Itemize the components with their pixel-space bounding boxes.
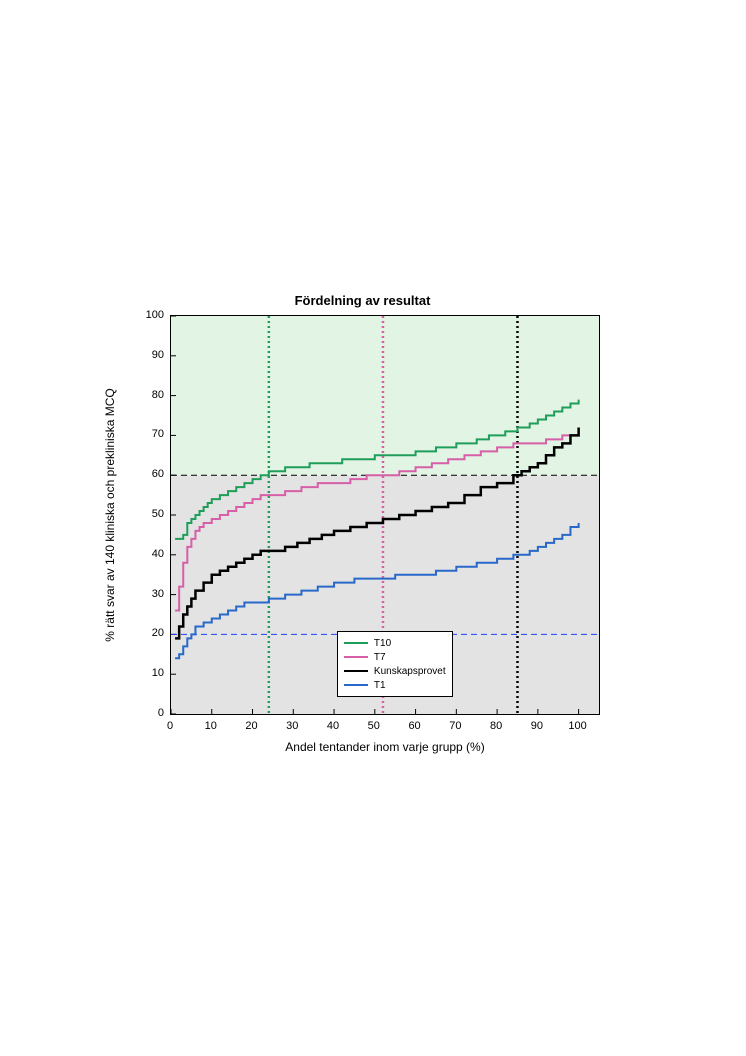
- x-tick-label: 90: [531, 720, 543, 732]
- chart-title: Fördelning av resultat: [115, 293, 610, 308]
- legend-item: T7: [344, 650, 446, 664]
- x-axis-label: Andel tentander inom varje grupp (%): [170, 740, 600, 754]
- legend-box: T10 T7 Kunskapsprovet T1: [337, 631, 453, 697]
- x-tick-label: 0: [167, 720, 173, 732]
- legend-item: T10: [344, 636, 446, 650]
- x-tick-label: 30: [286, 720, 298, 732]
- y-axis-label: % rätt svar av 140 kliniska och preklini…: [103, 388, 117, 641]
- x-tick-label: 50: [368, 720, 380, 732]
- legend-swatch: [344, 656, 368, 658]
- y-tick-label: 100: [134, 309, 164, 321]
- legend-label: Kunskapsprovet: [374, 666, 446, 677]
- legend-label: T10: [374, 638, 391, 649]
- y-tick-label: 20: [134, 627, 164, 639]
- y-tick-label: 70: [134, 428, 164, 440]
- x-tick-label: 70: [449, 720, 461, 732]
- chart-container: Fördelning av resultat % rätt svar av 14…: [115, 315, 610, 770]
- x-tick-label: 60: [408, 720, 420, 732]
- y-tick-label: 90: [134, 349, 164, 361]
- x-tick-label: 100: [568, 720, 586, 732]
- y-tick-label: 30: [134, 588, 164, 600]
- x-tick-label: 40: [327, 720, 339, 732]
- y-tick-label: 80: [134, 389, 164, 401]
- y-tick-label: 40: [134, 548, 164, 560]
- y-tick-label: 50: [134, 508, 164, 520]
- y-tick-label: 60: [134, 468, 164, 480]
- legend-item: Kunskapsprovet: [344, 664, 446, 678]
- legend-swatch: [344, 684, 368, 686]
- legend-item: T1: [344, 678, 446, 692]
- y-tick-label: 0: [134, 707, 164, 719]
- x-tick-label: 10: [205, 720, 217, 732]
- x-tick-label: 80: [490, 720, 502, 732]
- legend-swatch: [344, 670, 368, 672]
- y-tick-label: 10: [134, 667, 164, 679]
- x-tick-label: 20: [245, 720, 257, 732]
- legend-label: T1: [374, 680, 386, 691]
- page: Fördelning av resultat % rätt svar av 14…: [0, 0, 746, 1056]
- legend-swatch: [344, 642, 368, 644]
- legend-label: T7: [374, 652, 386, 663]
